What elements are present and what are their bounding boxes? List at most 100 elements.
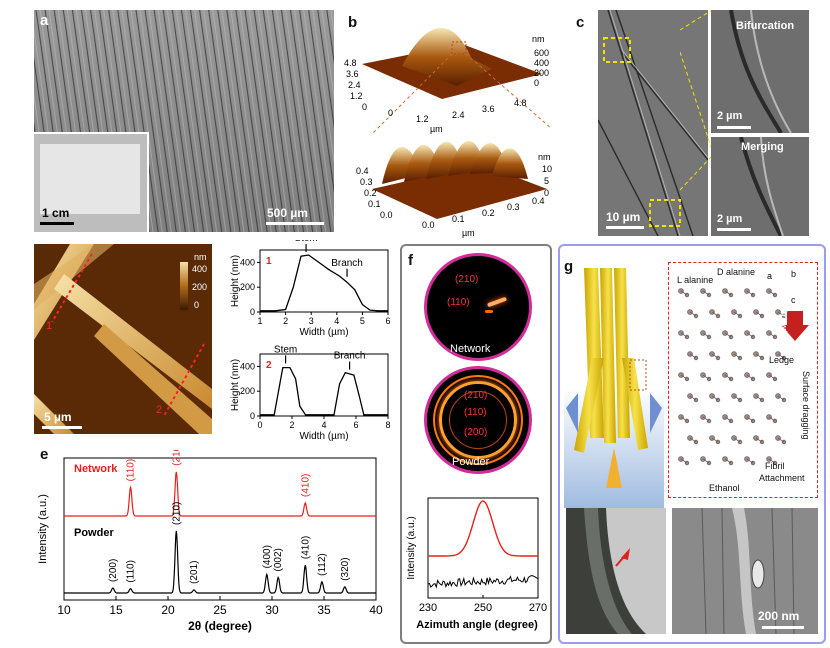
powder-210-label: (210) [464,390,488,401]
x-tick-label: 250 [474,602,492,614]
alanine-bond [680,332,688,338]
profile-line [260,254,388,312]
b-bot-ytick-1: 0.3 [360,177,373,187]
legend-network: Network [74,463,118,475]
x-tick-label: 10 [57,603,71,617]
colorbar-tick-1: 200 [192,282,208,292]
x-tick-label: 270 [529,602,547,614]
profile-tag: 2 [266,360,272,371]
y-axis-label: Intensity (a.u.) [406,516,417,579]
y-tick-label: 400 [240,257,255,267]
alanine-bond [711,437,719,443]
alanine-bond [768,458,776,464]
alanine-bond [733,395,741,401]
peak-label: (201) [189,561,200,584]
x-axis-label: Width (µm) [299,327,348,338]
y-axis-label: Height (nm) [230,359,241,411]
d-alanine-label: D alanine [717,267,756,277]
axis-b-label: b [791,269,797,279]
x-tick-label: 1 [257,316,262,326]
x-tick-label: 30 [265,603,279,617]
panel-g-scale-label: 200 nm [758,609,800,623]
annotation-label: Branch [334,351,366,362]
afm-top-ridge [402,27,492,86]
alanine-bond [702,374,710,380]
b-top-ztick-0: 600 [534,48,549,58]
panel-a-label: a [40,12,49,29]
network-210-label: (210) [455,274,479,285]
alanine-bond [733,311,741,317]
afm-bottom-fibrils [382,141,528,184]
growth-label: Growth [779,307,789,339]
colorbar-tick-0: 400 [192,264,208,274]
panel-d-line2-tag: 2 [156,404,163,416]
b-top-xtick-2: 2.4 [452,110,465,120]
merging-label: Merging [741,141,784,153]
peak-label: (200) [108,559,119,582]
panel-g-scale-bar [762,626,804,629]
alanine-bond [746,458,754,464]
colorbar [180,262,188,310]
alanine-bond [777,437,785,443]
growth-arrow-icon [781,311,809,341]
panel-d-line1-tag: 1 [46,320,53,332]
alanine-bond [689,437,697,443]
panel-f-frame [400,244,552,644]
b-bot-xtick-2: 0.2 [482,208,495,218]
peak-label: (400) [262,545,273,568]
panel-g-optical-image [566,508,666,634]
y-tick-label: 200 [240,386,255,396]
panel-g-frame [558,244,826,644]
b-top-ytick-0: 4.8 [344,58,357,68]
colorbar-unit: nm [194,252,207,262]
b-bot-ztick-2: 0 [544,188,549,198]
fibril-attachment-label-2: Attachment [759,473,805,483]
alanine-bond [711,395,719,401]
l-alanine-label: L alanine [677,275,714,285]
panel-c-main-scale-bar [606,226,644,229]
alanine-bond [711,311,719,317]
alanine-bond [755,353,763,359]
alanine-bond [702,290,710,296]
network-label: Network [450,343,491,355]
fibril-attachment-label-1: Fibril [765,461,785,471]
x-tick-label: 15 [109,603,123,617]
x-axis-label: 2θ (degree) [188,619,252,633]
alanine-bond [724,458,732,464]
panel-d-scale-bar [42,426,82,429]
x-tick-label: 40 [369,603,383,617]
alanine-bond [755,395,763,401]
b-top-ytick-3: 1.2 [350,91,363,101]
b-top-ztick-2: 200 [534,68,549,78]
ledge-label: Ledge [769,355,795,365]
alanine-bond [746,290,754,296]
b-top-xtick-1: 1.2 [416,114,429,124]
waxs-powder-pattern [424,366,532,474]
panel-g-molecule-box: D alanine L alanine a b c Growth Ledge S… [668,262,818,498]
azimuth-line-network [428,500,538,557]
alanine-bond [724,416,732,422]
y-tick-label: 400 [240,361,255,371]
alanine-bond [680,458,688,464]
b-top-zunit: nm [532,34,545,44]
panel-c-top-scale-label: 2 µm [717,110,743,122]
x-tick-label: 2 [289,420,294,430]
alanine-bond [702,416,710,422]
x-tick-label: 2 [283,316,288,326]
surface-dragging-label: Surface dragging [801,371,811,440]
peak-label: (410) [300,536,311,559]
panel-c-bot-scale-bar [717,228,751,231]
b-bot-xtick-3: 0.3 [507,202,520,212]
b-bot-zunit: nm [538,152,551,162]
b-bot-xtick-1: 0.1 [452,214,465,224]
panel-g-label: g [564,258,574,275]
y-tick-label: 200 [240,282,255,292]
b-bot-ztick-1: 5 [544,176,549,186]
alanine-bond [755,437,763,443]
alanine-bond [724,374,732,380]
b-top-ytick-4: 0 [362,102,367,112]
xrd-line-network [64,471,376,517]
panel-a-inset-scale-label: 1 cm [42,206,70,220]
alanine-bond [689,353,697,359]
colorbar-tick-2: 0 [194,300,200,310]
